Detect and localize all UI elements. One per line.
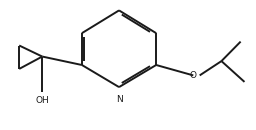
Text: N: N — [116, 95, 122, 104]
Text: OH: OH — [35, 96, 49, 105]
Text: O: O — [190, 71, 197, 80]
